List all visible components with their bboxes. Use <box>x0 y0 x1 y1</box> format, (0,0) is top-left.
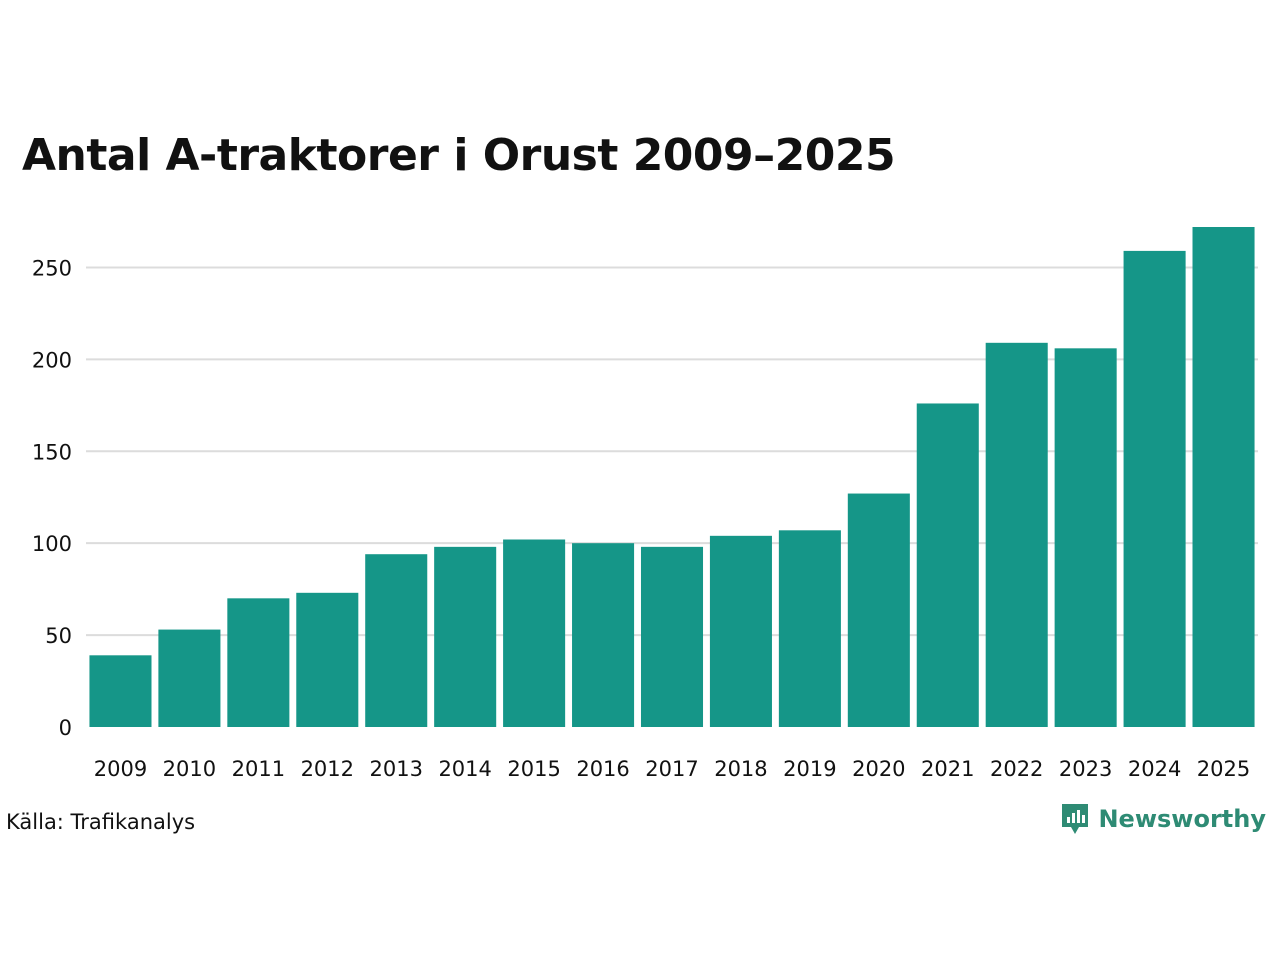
x-tick-label: 2014 <box>438 757 491 781</box>
bar <box>778 530 841 727</box>
x-tick-label: 2012 <box>301 757 354 781</box>
x-tick-label: 2020 <box>852 757 905 781</box>
chart-title: Antal A-traktorer i Orust 2009–2025 <box>22 130 896 181</box>
brand-logo[interactable]: Newsworthy <box>1060 802 1266 836</box>
x-tick-label: 2009 <box>94 757 147 781</box>
x-tick-label: 2010 <box>163 757 216 781</box>
bar <box>916 403 979 727</box>
source-note: Källa: Trafikanalys <box>6 810 196 834</box>
brand-name: Newsworthy <box>1098 805 1266 833</box>
bar <box>296 592 359 727</box>
x-tick-label: 2022 <box>990 757 1043 781</box>
x-tick-label: 2015 <box>507 757 560 781</box>
bar <box>89 655 152 727</box>
y-tick-label: 200 <box>32 348 72 372</box>
bar <box>1123 250 1186 727</box>
y-tick-label: 150 <box>32 440 72 464</box>
y-tick-label: 250 <box>32 256 72 280</box>
x-axis-ticks: 2009 2010 2011 2012 2013 2014 2015 2016 2017 2018… <box>94 757 1251 781</box>
bar <box>1054 348 1117 727</box>
bar <box>709 535 772 727</box>
x-tick-label: 2025 <box>1197 757 1250 781</box>
y-axis-ticks: 0 50 100 150 200 250 <box>32 256 72 740</box>
x-tick-label: 2021 <box>921 757 974 781</box>
bar <box>640 546 704 727</box>
bar <box>847 493 910 727</box>
y-tick-label: 50 <box>45 624 72 648</box>
y-tick-label: 0 <box>59 716 72 740</box>
bar <box>158 629 221 727</box>
x-tick-label: 2023 <box>1059 757 1112 781</box>
bar <box>503 539 566 727</box>
bar <box>434 546 497 727</box>
bar <box>1192 227 1255 727</box>
bar <box>365 554 428 727</box>
x-tick-label: 2018 <box>714 757 767 781</box>
x-tick-label: 2017 <box>645 757 698 781</box>
x-tick-label: 2024 <box>1128 757 1181 781</box>
bar <box>227 598 290 727</box>
bars <box>89 227 1255 727</box>
y-tick-label: 100 <box>32 532 72 556</box>
newsworthy-logo-icon <box>1062 804 1089 834</box>
bar <box>572 543 635 727</box>
x-tick-label: 2011 <box>232 757 285 781</box>
x-tick-label: 2019 <box>783 757 836 781</box>
x-tick-label: 2013 <box>370 757 423 781</box>
x-tick-label: 2016 <box>576 757 629 781</box>
bar <box>985 342 1048 727</box>
